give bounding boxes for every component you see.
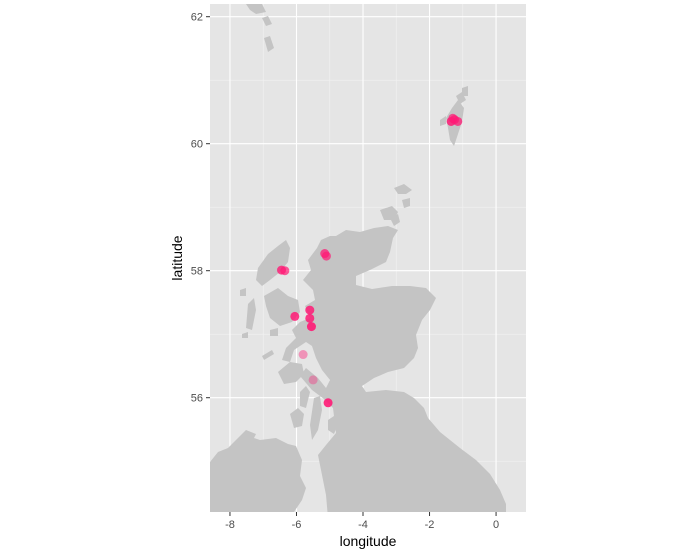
y-tick-label: 60 (191, 139, 203, 151)
y-tick-label: 56 (191, 393, 203, 405)
data-point (448, 113, 458, 123)
y-tick-label: 58 (191, 266, 203, 278)
y-axis: 56 58 60 62 (191, 12, 210, 405)
data-point (306, 322, 316, 332)
uist (246, 298, 256, 330)
data-point (321, 251, 331, 261)
arran (328, 416, 338, 434)
data-point (305, 305, 315, 315)
shetland-west (440, 116, 446, 126)
benbecula (240, 288, 246, 296)
orkney-east (402, 198, 410, 208)
islay (290, 408, 304, 428)
small-isles (270, 328, 278, 336)
kintyre (310, 396, 322, 440)
x-tick-label: 0 (493, 519, 499, 531)
orkney-north (394, 184, 412, 194)
galloway-peninsula (330, 470, 385, 512)
mull (278, 362, 304, 384)
shetland-unst (462, 86, 468, 96)
coll-tiree (262, 350, 274, 360)
faroe-islands (246, 4, 266, 14)
x-axis-title: longitude (340, 533, 397, 549)
northern-ireland (210, 436, 306, 512)
x-tick-label: -4 (358, 519, 368, 531)
jura (300, 386, 310, 408)
ireland-inlet (236, 430, 256, 442)
y-tick-label: 62 (191, 12, 203, 24)
mainland-landmass (282, 226, 506, 512)
x-tick-label: -6 (292, 519, 302, 531)
x-tick-label: -8 (225, 519, 235, 531)
data-point (323, 398, 333, 408)
orkney-hoy (390, 214, 400, 226)
data-point (305, 313, 315, 323)
faroe-suduroy (264, 36, 274, 52)
observation-points (277, 113, 463, 408)
data-point (280, 266, 290, 276)
y-axis-title: latitude (169, 235, 185, 280)
x-tick-label: -2 (425, 519, 435, 531)
faroe-south (262, 16, 272, 26)
data-point (298, 350, 308, 360)
data-point (308, 375, 318, 385)
land-layer (210, 4, 506, 512)
x-axis: -8 -6 -4 -2 0 (225, 512, 499, 531)
data-point (290, 311, 300, 321)
lewis-harris (256, 240, 290, 286)
barra (242, 332, 248, 338)
